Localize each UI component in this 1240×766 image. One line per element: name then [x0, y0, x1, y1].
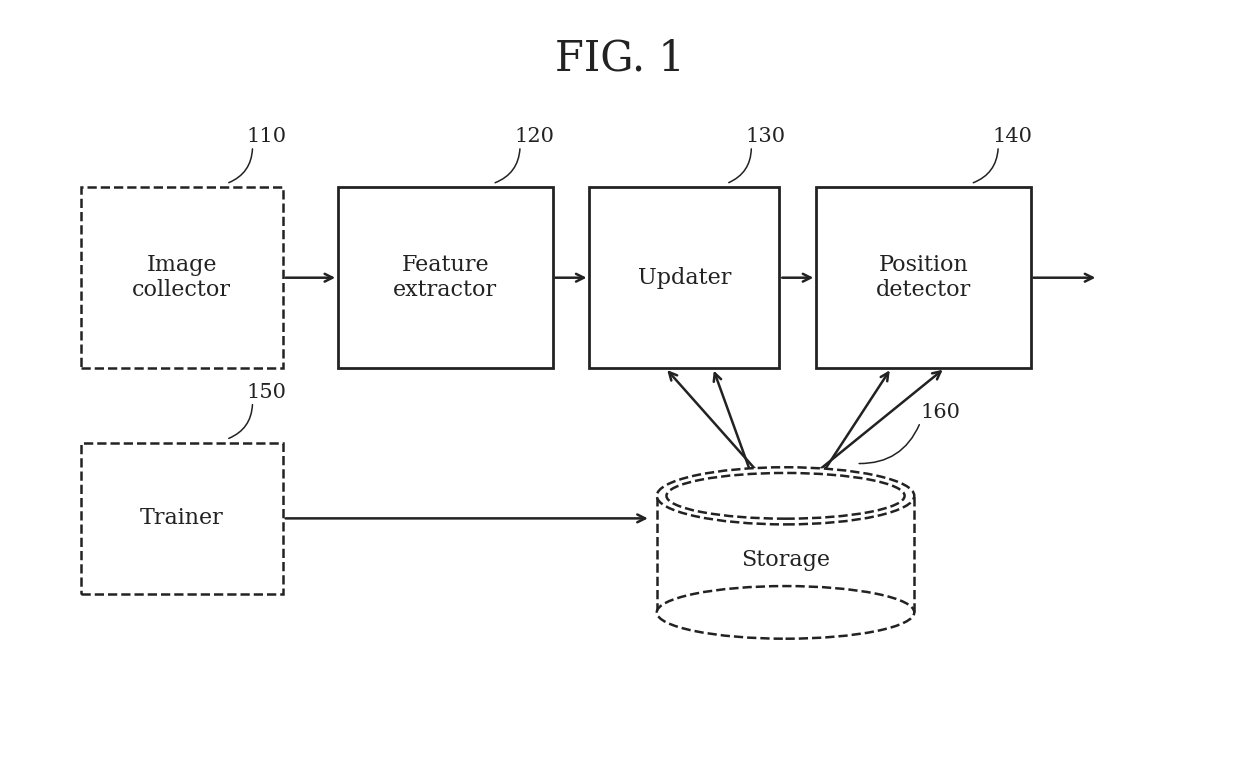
Text: 140: 140 [992, 127, 1032, 146]
Text: Feature
extractor: Feature extractor [393, 254, 497, 301]
Text: 130: 130 [745, 127, 785, 146]
FancyBboxPatch shape [339, 188, 553, 368]
FancyBboxPatch shape [81, 444, 283, 594]
Text: 160: 160 [920, 403, 961, 422]
Text: Image
collector: Image collector [133, 254, 231, 301]
FancyBboxPatch shape [589, 188, 780, 368]
Text: 120: 120 [513, 127, 554, 146]
Text: Position
detector: Position detector [875, 254, 971, 301]
Text: FIG. 1: FIG. 1 [556, 37, 684, 79]
FancyBboxPatch shape [81, 188, 283, 368]
Text: 150: 150 [247, 383, 286, 402]
Text: Updater: Updater [637, 267, 732, 289]
Ellipse shape [657, 467, 914, 525]
Text: 110: 110 [247, 127, 286, 146]
Ellipse shape [657, 586, 914, 639]
Text: Storage: Storage [742, 549, 830, 571]
FancyBboxPatch shape [657, 496, 914, 612]
Text: Trainer: Trainer [140, 507, 223, 529]
FancyBboxPatch shape [816, 188, 1030, 368]
